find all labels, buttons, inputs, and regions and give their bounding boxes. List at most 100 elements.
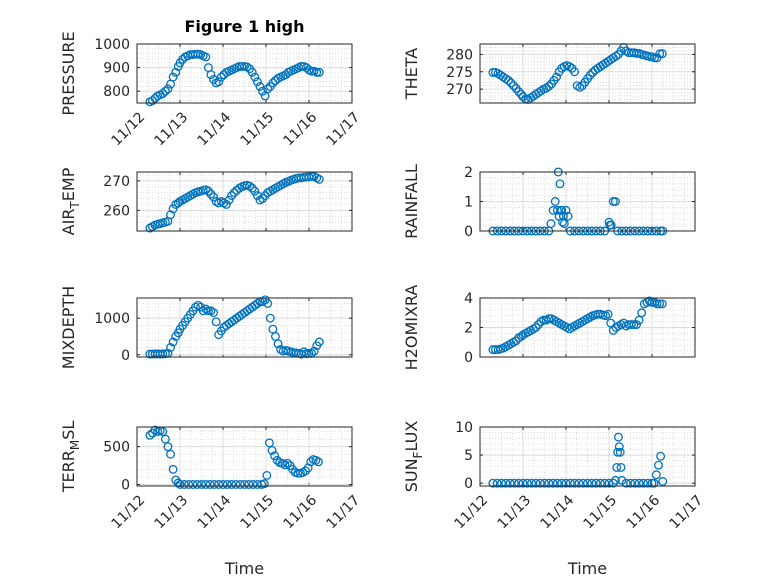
panel-air-temp-data-point [250,186,260,196]
panel-rainfall-data-point [606,220,616,230]
panel-theta-data-point [503,75,513,85]
panel-air-temp-data-point [209,192,218,202]
panel-sun-flux-data-point [638,478,648,488]
panel-sun-flux-y-tick-label: 10 [455,420,473,436]
panel-terr-msl-data-point [248,480,258,489]
panel-air-temp-data-point [245,181,255,191]
panel-pressure-y-tick-label: 900 [103,61,130,77]
panel-sun-flux-data-point [492,478,502,488]
panel-theta-data-point [564,62,574,72]
panel-sun-flux-data-point [613,447,623,457]
panel-terr-msl-data-point [166,449,175,459]
panel-rainfall-y-tick-label: 2 [464,165,473,181]
panel-terr-msl-x-label: Time [224,559,264,578]
panel-theta-data-point [514,87,524,96]
panel-pressure-data-point [201,52,211,62]
panel-mixdepth-data-point [211,317,221,327]
panel-mixdepth-data-point [314,337,324,347]
panel-h2omixra-data-point [626,320,636,329]
panel-sun-flux-data-point [649,478,659,488]
panel-sun-flux-data-point [570,478,580,488]
panel-mixdepth-axes-box [136,297,353,358]
panel-air-temp-data-point [203,186,213,196]
panel-sun-flux-data-point [561,478,571,488]
panel-sun-flux-data-point [654,460,663,470]
panel-sun-flux-data-point [612,463,622,472]
panel-sun-flux-data-point [527,478,537,488]
panel-terr-msl-y-tick-label: 500 [103,440,130,456]
panel-mixdepth-data-point [166,343,175,352]
panel-sun-flux-data-point [600,478,610,488]
panel-pressure-data-point [158,89,168,99]
panel-terr-msl-data-point [270,451,280,461]
panel-h2omixra-data-point [652,299,662,309]
panel-mixdepth-y-tick-label: 0 [121,348,130,364]
panel-air-temp-y-tick-label: 260 [103,203,130,219]
panel-rainfall-data-point [557,205,567,215]
panel-sun-flux-data-point [591,478,601,488]
panel-theta-y-tick-label: 270 [446,82,473,98]
panel-pressure-data-point [148,96,157,106]
panel-terr-msl-data-point [145,430,155,440]
panel-sun-flux-data-point [634,478,644,488]
panel-mixdepth-data-point [265,313,275,323]
panel-terr-msl-data-point [205,480,215,489]
panel-theta-data-point [657,49,667,59]
panel-sun-flux-data-point [548,478,558,488]
panel-sun-flux-data-point [608,478,618,488]
panel-terr-msl-data-point [197,480,206,489]
panel-terr-msl-y-label: TERRMSL [59,421,82,494]
panel-h2omixra-data-point [608,326,618,335]
panel-pressure-data-point [312,67,322,77]
panel-terr-msl-data-point [173,478,183,488]
panel-terr-msl-data-point [214,480,224,489]
panel-terr-msl-data-point [283,458,292,468]
panel-terr-msl-axes-box [136,426,353,487]
panel-air-temp-y-tick-label: 270 [103,174,130,190]
panel-sun-flux-data-point [531,478,541,488]
panel-rainfall-data-point [559,219,569,229]
panel-pressure-y-label: PRESSURE [59,31,78,115]
panel-terr-msl-data-point [235,480,245,489]
panel-sun-flux-data-point [651,470,661,480]
panel-pressure-y-tick-label: 1000 [94,37,130,53]
panel-mixdepth-data-point [263,299,273,308]
panel-sun-flux-data-point [540,478,549,488]
panel-air-temp-data-point [221,199,231,209]
panel-h2omixra-data-point [655,299,665,309]
panel-mixdepth-data-point [201,304,211,314]
panel-air-temp-data-point [224,195,234,205]
panel-h2omixra-data-point [544,314,554,324]
panel-sun-flux-data-point [505,478,515,488]
panel-terr-msl-data-point [252,480,262,489]
panel-air-temp-data-point [260,191,270,201]
panel-rainfall-data-point [563,211,573,221]
panel-sun-flux-data-point [643,478,653,488]
panel-pressure-data-point [242,62,252,72]
panel-air-temp-data-point [168,204,178,214]
panel-pressure-data-point [160,86,170,96]
panel-sun-flux-data-point [656,451,666,461]
panel-pressure-data-point [247,67,257,77]
panel-air-temp-data-point [166,210,175,220]
panel-pressure-data-point [263,84,273,94]
panel-pressure-data-point [206,70,216,80]
panel-pressure-data-point [252,77,262,87]
panel-h2omixra-y-tick-label: 0 [464,350,473,366]
panel-mixdepth-y-label: MIXDEPTH [59,286,78,369]
panel-theta-y-tick-label: 280 [446,47,473,63]
panel-mixdepth-data-point [203,306,213,316]
panel-sun-flux-data-point [574,478,584,488]
panel-theta-y-tick-label: 275 [446,65,473,81]
panel-sun-flux-data-point [611,475,620,485]
panel-air-temp-data-point [229,188,239,198]
panel-sun-flux-data-point [658,477,668,486]
figure-title: Figure 1 high [185,17,305,36]
panel-theta-data-point [488,68,498,77]
panel-sun-flux-data-point [626,478,635,488]
panel-sun-flux-data-point [509,478,519,488]
panel-pressure-data-point [268,78,278,88]
panel-h2omixra-data-point [603,309,613,319]
panel-h2omixra-data-point [637,308,647,318]
